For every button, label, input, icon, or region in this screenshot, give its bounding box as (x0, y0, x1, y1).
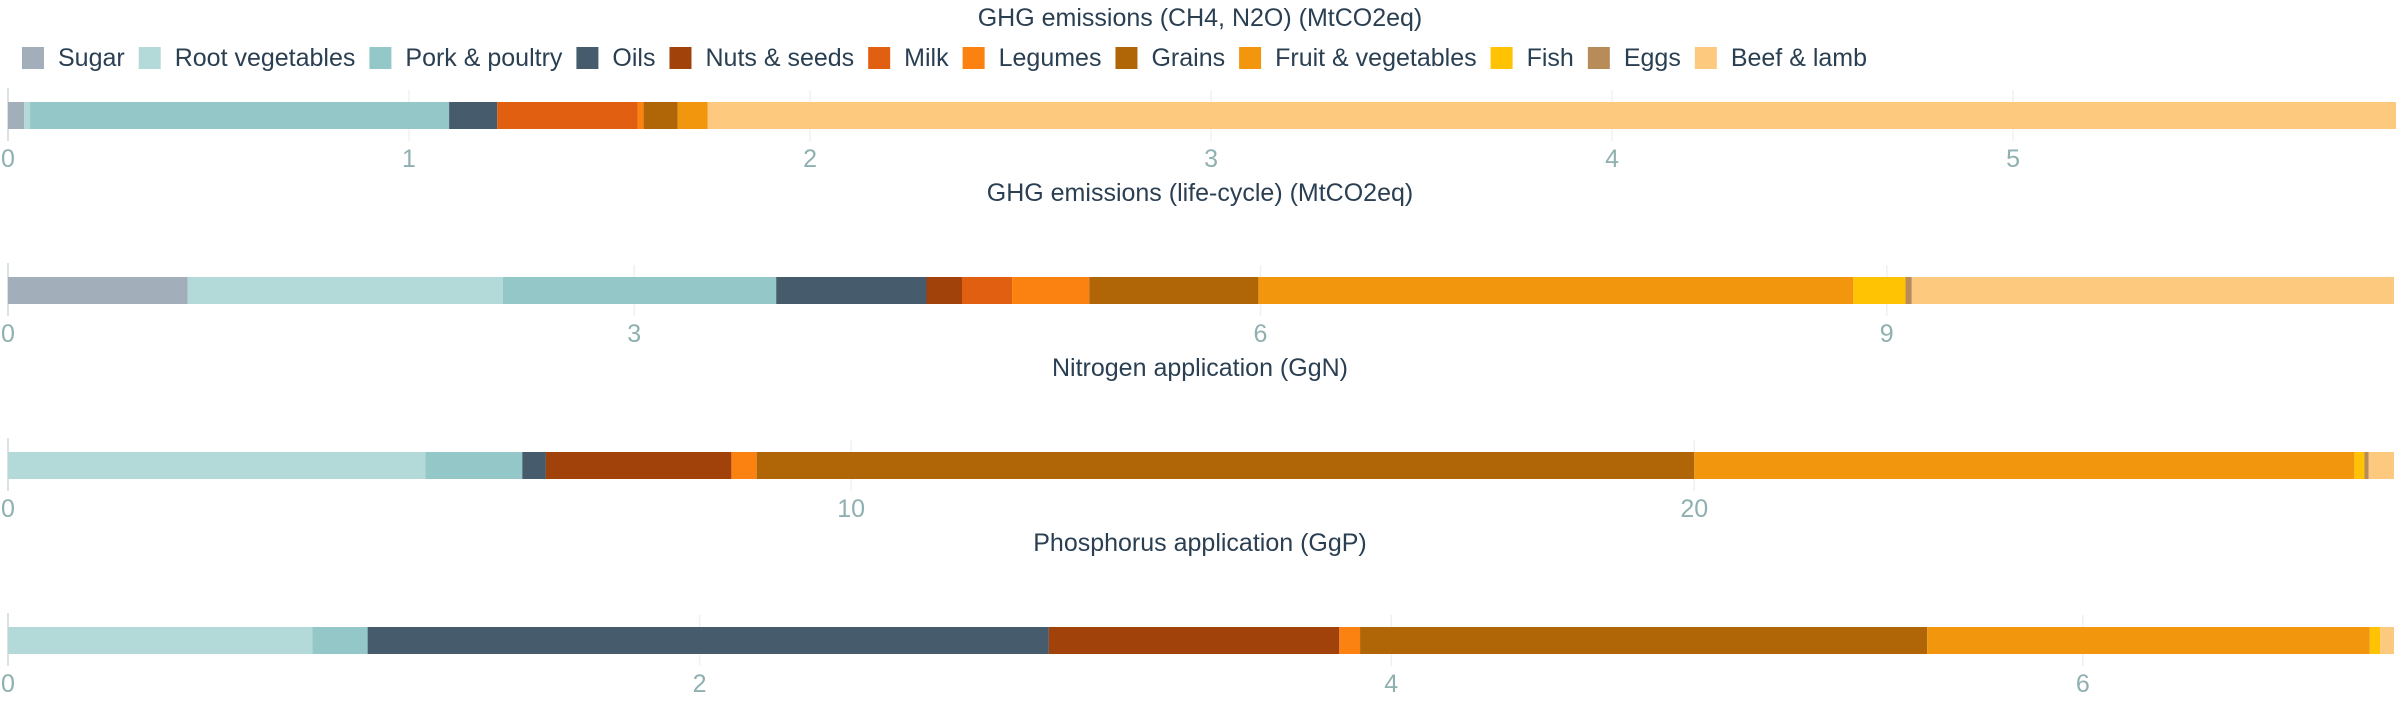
chart-4-bar-nuts-seeds[interactable]: Nuts & seeds: 0.84 (1048, 627, 1340, 654)
chart-1-bar-root-vegetables[interactable]: Root vegetables: 0.015 (24, 102, 31, 129)
legend-label-sugar[interactable]: Sugar (58, 44, 125, 72)
legend-swatch-eggs[interactable] (1587, 47, 1610, 69)
legend-label-grains[interactable]: Grains (1151, 44, 1225, 72)
chart-2-tick-label-2: 6 (1254, 320, 1268, 348)
chart-3-bar-beef-lamb[interactable]: Beef & lamb: 0.3 (2368, 452, 2394, 479)
legend-swatch-grains[interactable] (1115, 47, 1138, 69)
chart-2-bar-milk[interactable]: Milk: 0.24 (961, 277, 1013, 304)
chart-4-bar-beef-lamb[interactable]: Beef & lamb: 0.04 (2380, 627, 2394, 654)
chart-3-bar-root-vegetables[interactable]: Root vegetables: 4.95 (8, 452, 426, 479)
legend-swatch-sugar[interactable] (22, 47, 44, 69)
chart-2-bar-sugar[interactable]: Sugar: 0.86 (8, 277, 188, 304)
chart-1-tick-label-2: 2 (803, 145, 817, 173)
legend-swatch-milk[interactable] (868, 47, 891, 69)
chart-title-2: GHG emissions (life-cycle) (MtCO2eq) (987, 179, 1413, 207)
chart-1-bar-beef-lamb[interactable]: Beef & lamb: 4.21 (707, 102, 2397, 129)
chart-1-bar-legumes[interactable]: Legumes: 0.015 (637, 102, 644, 129)
chart-3-bar-oils[interactable]: Oils: 0.28 (522, 452, 546, 479)
chart-2-bar-fruit-vegetables[interactable]: Fruit & vegetables: 2.85 (1258, 277, 1854, 304)
chart-1-bar-fruit-vegetables[interactable]: Fruit & vegetables: 0.075 (677, 102, 708, 129)
chart-1-tick-label-1: 1 (402, 145, 416, 173)
chart-2-bar-beef-lamb[interactable]: Beef & lamb: 2.31 (1911, 277, 2394, 304)
chart-4-bar-fruit-vegetables[interactable]: Fruit & vegetables: 1.28 (1927, 627, 2370, 654)
chart-1-bar-milk[interactable]: Milk: 0.35 (497, 102, 638, 129)
chart-1-tick-label-0: 0 (1, 145, 15, 173)
chart-1-tick-label-3: 3 (1204, 145, 1218, 173)
legend-label-milk[interactable]: Milk (904, 44, 949, 72)
chart-1-tick-label-5: 5 (2006, 145, 2020, 173)
legend-label-legumes[interactable]: Legumes (999, 44, 1102, 72)
chart-2-bar-pork-poultry[interactable]: Pork & poultry: 1.31 (502, 277, 777, 304)
legend-label-beef-lamb[interactable]: Beef & lamb (1731, 44, 1867, 72)
legend-swatch-oils[interactable] (576, 47, 599, 69)
legend-label-eggs[interactable]: Eggs (1624, 44, 1681, 72)
legend-swatch-legumes[interactable] (962, 47, 985, 69)
chart-2-tick-label-3: 9 (1880, 320, 1894, 348)
legend-label-root-vegetables[interactable]: Root vegetables (175, 44, 356, 72)
chart-3-tick-label-1: 10 (837, 495, 865, 523)
legend-swatch-beef-lamb[interactable] (1694, 47, 1717, 69)
chart-2-bar-eggs[interactable]: Eggs: 0.03 (1905, 277, 1912, 304)
chart-3-tick-label-2: 20 (1680, 495, 1708, 523)
chart-3-bar-legumes[interactable]: Legumes: 0.3 (731, 452, 757, 479)
legend-label-nuts-seeds[interactable]: Nuts & seeds (705, 44, 854, 72)
chart-2-bar-grains[interactable]: Grains: 0.81 (1089, 277, 1259, 304)
chart-2-bar-fish[interactable]: Fish: 0.25 (1853, 277, 1906, 304)
chart-4-tick-label-1: 2 (693, 670, 707, 698)
legend-swatch-nuts-seeds[interactable] (669, 47, 692, 69)
chart-2-bar-oils[interactable]: Oils: 0.72 (776, 277, 927, 304)
chart-4-bar-oils[interactable]: Oils: 1.97 (367, 627, 1049, 654)
chart-3-bar-eggs[interactable]: Eggs: 0.05 (2364, 452, 2369, 479)
chart-3-bar-pork-poultry[interactable]: Pork & poultry: 1.15 (425, 452, 523, 479)
legend-label-fruit-vegetables[interactable]: Fruit & vegetables (1275, 44, 1477, 72)
chart-4-bar-fish[interactable]: Fish: 0.03 (2369, 627, 2381, 654)
legend-swatch-fruit-vegetables[interactable] (1239, 47, 1262, 69)
chart-4-bar-pork-poultry[interactable]: Pork & poultry: 0.16 (312, 627, 368, 654)
chart-title-1: GHG emissions (CH4, N2O) (MtCO2eq) (978, 4, 1423, 32)
chart-3-bar-nuts-seeds[interactable]: Nuts & seeds: 2.2 (545, 452, 732, 479)
chart-1-tick-label-4: 4 (1605, 145, 1619, 173)
chart-2-tick-label-1: 3 (627, 320, 641, 348)
chart-2-bar-root-vegetables[interactable]: Root vegetables: 1.51 (187, 277, 503, 304)
legend-label-pork-poultry[interactable]: Pork & poultry (405, 44, 563, 72)
chart-3-bar-fruit-vegetables[interactable]: Fruit & vegetables: 7.83 (1694, 452, 2355, 479)
chart-3-bar-grains[interactable]: Grains: 11.12 (756, 452, 1695, 479)
chart-4-tick-label-0: 0 (1, 670, 15, 698)
chart-title-3: Nitrogen application (GgN) (1052, 354, 1348, 382)
legend-label-oils[interactable]: Oils (612, 44, 655, 72)
chart-4-tick-label-2: 4 (1384, 670, 1398, 698)
chart-2-tick-label-0: 0 (1, 320, 15, 348)
chart-2-bar-legumes[interactable]: Legumes: 0.37 (1012, 277, 1090, 304)
chart-3-bar-fish[interactable]: Fish: 0.12 (2354, 452, 2365, 479)
legend-swatch-fish[interactable] (1490, 47, 1513, 69)
legend-label-fish[interactable]: Fish (1527, 44, 1574, 72)
chart-title-4: Phosphorus application (GgP) (1033, 529, 1367, 557)
legend-swatch-pork-poultry[interactable] (369, 47, 392, 69)
chart-4-tick-label-3: 6 (2076, 670, 2090, 698)
chart-1-bar-grains[interactable]: Grains: 0.085 (643, 102, 678, 129)
chart-4-bar-root-vegetables[interactable]: Root vegetables: 0.88 (8, 627, 313, 654)
chart-4-bar-grains[interactable]: Grains: 1.64 (1360, 627, 1928, 654)
chart-2-bar-nuts-seeds[interactable]: Nuts & seeds: 0.17 (926, 277, 962, 304)
chart-1-bar-oils[interactable]: Oils: 0.12 (449, 102, 498, 129)
legend-swatch-root-vegetables[interactable] (138, 47, 161, 69)
chart-4-bar-legumes[interactable]: Legumes: 0.06 (1339, 627, 1361, 654)
chart-3-tick-label-0: 0 (1, 495, 15, 523)
chart-1-bar-pork-poultry[interactable]: Pork & poultry: 1.045 (30, 102, 450, 129)
chart-1-bar-sugar[interactable]: Sugar: 0.04 (8, 102, 25, 129)
